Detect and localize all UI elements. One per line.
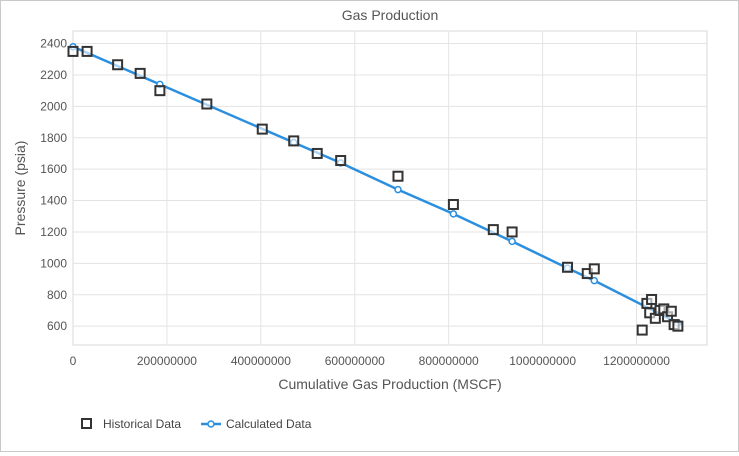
y-tick-label: 1600 xyxy=(40,162,67,176)
x-tick-labels: 0 200000000 400000000 600000000 800000000 100… xyxy=(70,354,671,368)
y-tick-label: 2200 xyxy=(40,68,67,82)
historical-data-point xyxy=(201,98,213,110)
x-tick-label: 1000000000 xyxy=(509,354,576,368)
calculated-data-point xyxy=(394,185,402,194)
historical-data-point xyxy=(311,147,323,159)
legend-historical-marker xyxy=(81,418,92,429)
historical-data-point xyxy=(256,123,268,135)
calculated-data-point xyxy=(508,237,516,246)
historical-data-point xyxy=(506,226,518,238)
y-tick-label: 1200 xyxy=(40,225,67,239)
historical-data-point xyxy=(665,305,677,317)
historical-data-point xyxy=(134,67,146,79)
legend-calculated-label: Calculated Data xyxy=(226,417,312,431)
x-tick-label: 600000000 xyxy=(325,354,385,368)
y-tick-label: 1800 xyxy=(40,131,67,145)
x-tick-label: 800000000 xyxy=(419,354,479,368)
historical-data-point xyxy=(154,85,166,97)
historical-data-point xyxy=(392,170,404,182)
historical-data-point xyxy=(335,155,347,167)
plot-area xyxy=(72,30,708,346)
y-tick-labels: 600 800 1000 1200 1400 1600 1800 2000 2200 2400 xyxy=(40,37,67,334)
historical-data-point xyxy=(67,45,79,57)
calculated-data-point xyxy=(590,276,599,285)
x-tick-label: 200000000 xyxy=(137,354,197,368)
x-tick-label: 1200000000 xyxy=(603,354,670,368)
x-axis-label: Cumulative Gas Production (MSCF) xyxy=(278,376,501,392)
historical-data-point xyxy=(112,59,124,71)
gridlines xyxy=(73,31,707,345)
legend-historical-label: Historical Data xyxy=(103,417,181,431)
historical-data-point xyxy=(487,224,499,236)
x-tick-label: 400000000 xyxy=(231,354,291,368)
historical-data-point xyxy=(646,293,658,305)
historical-data-point xyxy=(447,198,459,210)
historical-data-point xyxy=(81,45,93,57)
historical-data-point xyxy=(636,324,648,336)
y-tick-label: 2000 xyxy=(40,99,67,113)
x-tick-label: 0 xyxy=(70,354,77,368)
historical-data-series xyxy=(67,45,684,336)
historical-data-point xyxy=(288,135,300,147)
y-tick-label: 2400 xyxy=(40,37,67,51)
historical-data-point xyxy=(672,320,684,332)
chart-title: Gas Production xyxy=(342,7,439,23)
calculated-data-line xyxy=(72,45,679,325)
y-tick-label: 1000 xyxy=(40,256,67,270)
historical-data-point xyxy=(562,261,574,273)
historical-data-point xyxy=(588,263,600,275)
legend-calculated-marker xyxy=(207,420,215,428)
legend[interactable]: Historical Data Calculated Data xyxy=(81,417,312,431)
y-tick-label: 600 xyxy=(47,319,67,333)
y-tick-label: 800 xyxy=(47,288,67,302)
calculated-data-point xyxy=(449,210,458,218)
y-axis-label: Pressure (psia) xyxy=(12,141,28,236)
y-tick-label: 1400 xyxy=(40,194,67,208)
